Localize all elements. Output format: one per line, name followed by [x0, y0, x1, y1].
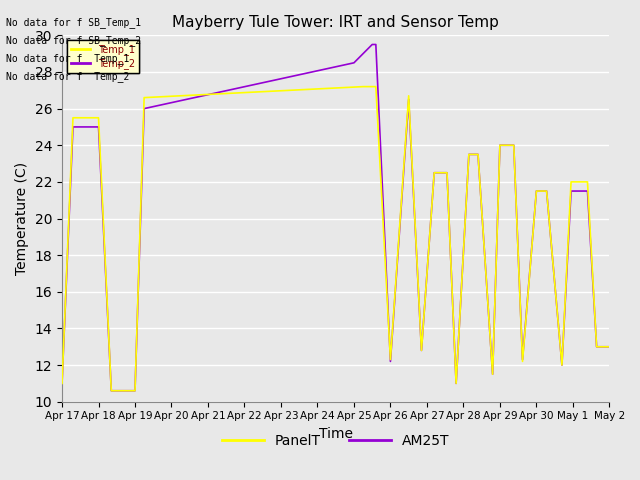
Legend: Temp_1, Temp_2: Temp_1, Temp_2	[67, 40, 139, 72]
AM25T	[108, 388, 115, 394]
PanelT	[252, 89, 260, 95]
Text: No data for f SB_Temp_1: No data for f SB_Temp_1	[6, 17, 141, 28]
Text: No data for f SB_Temp_2: No data for f SB_Temp_2	[6, 35, 141, 46]
PanelT	[58, 381, 66, 386]
AM25T	[154, 103, 162, 108]
AM25T	[369, 42, 376, 48]
Line: AM25T: AM25T	[62, 45, 609, 391]
X-axis label: Time: Time	[319, 427, 353, 441]
AM25T	[142, 105, 150, 111]
Text: No data for f  Temp_2: No data for f Temp_2	[6, 72, 130, 83]
PanelT	[328, 85, 335, 91]
Y-axis label: Temperature (C): Temperature (C)	[15, 162, 29, 275]
Line: PanelT: PanelT	[62, 86, 609, 391]
PanelT	[605, 344, 613, 349]
PanelT	[283, 87, 291, 93]
AM25T	[338, 62, 346, 68]
Text: No data for f  Temp_1: No data for f Temp_1	[6, 53, 130, 64]
PanelT	[262, 89, 269, 95]
AM25T	[489, 372, 497, 377]
AM25T	[605, 344, 613, 349]
PanelT	[359, 84, 367, 89]
PanelT	[108, 388, 115, 394]
AM25T	[58, 381, 66, 386]
PanelT	[315, 86, 323, 92]
AM25T	[162, 101, 170, 107]
AM25T	[280, 75, 288, 81]
Title: Mayberry Tule Tower: IRT and Sensor Temp: Mayberry Tule Tower: IRT and Sensor Temp	[172, 15, 499, 30]
PanelT	[220, 91, 227, 96]
